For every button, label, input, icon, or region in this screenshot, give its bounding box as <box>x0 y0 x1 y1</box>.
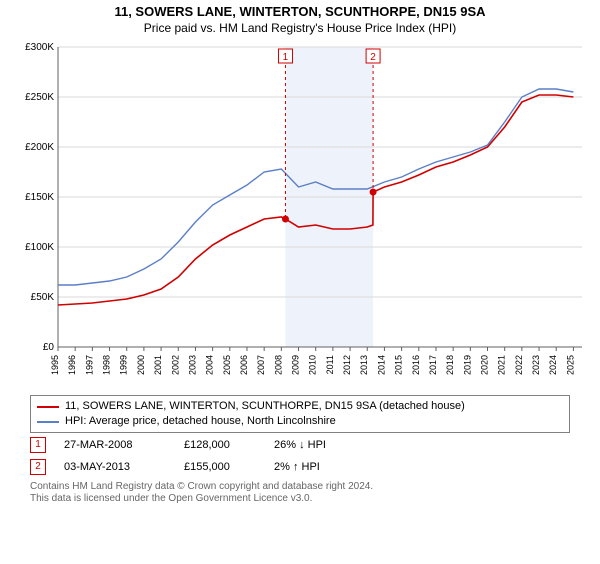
legend-label: 11, SOWERS LANE, WINTERTON, SCUNTHORPE, … <box>65 399 465 414</box>
svg-text:2013: 2013 <box>359 355 369 375</box>
event-row: 1 27-MAR-2008 £128,000 26% ↓ HPI <box>30 437 570 453</box>
svg-text:2014: 2014 <box>376 355 386 375</box>
svg-text:2010: 2010 <box>308 355 318 375</box>
svg-text:2005: 2005 <box>222 355 232 375</box>
svg-text:2000: 2000 <box>136 355 146 375</box>
svg-text:2019: 2019 <box>462 355 472 375</box>
footer: Contains HM Land Registry data © Crown c… <box>30 481 570 505</box>
svg-text:2008: 2008 <box>273 355 283 375</box>
event-delta: 2% ↑ HPI <box>274 461 384 473</box>
legend-label: HPI: Average price, detached house, Nort… <box>65 414 336 429</box>
chart-subtitle: Price paid vs. HM Land Registry's House … <box>0 21 600 35</box>
legend-swatch-icon <box>37 421 59 423</box>
event-list: 1 27-MAR-2008 £128,000 26% ↓ HPI 2 03-MA… <box>30 437 570 475</box>
svg-text:1998: 1998 <box>102 355 112 375</box>
event-date: 27-MAR-2008 <box>64 439 184 451</box>
svg-text:£150K: £150K <box>25 192 54 203</box>
svg-text:2011: 2011 <box>325 355 335 374</box>
svg-text:2004: 2004 <box>205 355 215 375</box>
svg-text:£0: £0 <box>43 342 55 353</box>
svg-text:2023: 2023 <box>531 355 541 375</box>
svg-text:2016: 2016 <box>411 355 421 375</box>
svg-text:1996: 1996 <box>67 355 77 375</box>
line-chart: £0 £50K £100K £150K £200K £250K £300K 1995 1996 1… <box>10 39 590 389</box>
event-marker-icon: 1 <box>30 437 46 453</box>
event-date: 03-MAY-2013 <box>64 461 184 473</box>
svg-text:£50K: £50K <box>31 292 55 303</box>
svg-text:2020: 2020 <box>480 355 490 375</box>
svg-text:2003: 2003 <box>187 355 197 375</box>
legend-item: 11, SOWERS LANE, WINTERTON, SCUNTHORPE, … <box>37 399 563 414</box>
svg-text:1: 1 <box>283 52 289 63</box>
svg-text:2017: 2017 <box>428 355 438 375</box>
legend-item: HPI: Average price, detached house, Nort… <box>37 414 563 429</box>
legend-swatch-icon <box>37 406 59 408</box>
event-price: £128,000 <box>184 439 274 451</box>
svg-text:2002: 2002 <box>170 355 180 375</box>
svg-text:1995: 1995 <box>50 355 60 375</box>
event-row: 2 03-MAY-2013 £155,000 2% ↑ HPI <box>30 459 570 475</box>
svg-text:£250K: £250K <box>25 92 54 103</box>
svg-text:2006: 2006 <box>239 355 249 375</box>
svg-text:2001: 2001 <box>153 355 163 375</box>
svg-text:£100K: £100K <box>25 242 54 253</box>
event-delta: 26% ↓ HPI <box>274 439 384 451</box>
chart-container: 11, SOWERS LANE, WINTERTON, SCUNTHORPE, … <box>0 4 600 564</box>
svg-text:2022: 2022 <box>514 355 524 375</box>
footer-line: This data is licensed under the Open Gov… <box>30 493 570 505</box>
event-marker-icon: 2 <box>30 459 46 475</box>
svg-text:1997: 1997 <box>84 355 94 375</box>
svg-text:2018: 2018 <box>445 355 455 375</box>
svg-text:£200K: £200K <box>25 142 54 153</box>
svg-text:2009: 2009 <box>291 355 301 375</box>
svg-text:2025: 2025 <box>565 355 575 375</box>
svg-text:2024: 2024 <box>548 355 558 375</box>
svg-text:2015: 2015 <box>394 355 404 375</box>
legend: 11, SOWERS LANE, WINTERTON, SCUNTHORPE, … <box>30 395 570 433</box>
svg-text:2021: 2021 <box>497 355 507 375</box>
chart-title: 11, SOWERS LANE, WINTERTON, SCUNTHORPE, … <box>0 4 600 19</box>
svg-text:2012: 2012 <box>342 355 352 375</box>
svg-text:2007: 2007 <box>256 355 266 375</box>
svg-text:2: 2 <box>370 52 376 63</box>
event-price: £155,000 <box>184 461 274 473</box>
footer-line: Contains HM Land Registry data © Crown c… <box>30 481 570 493</box>
svg-text:1999: 1999 <box>119 355 129 375</box>
svg-text:£300K: £300K <box>25 42 54 53</box>
